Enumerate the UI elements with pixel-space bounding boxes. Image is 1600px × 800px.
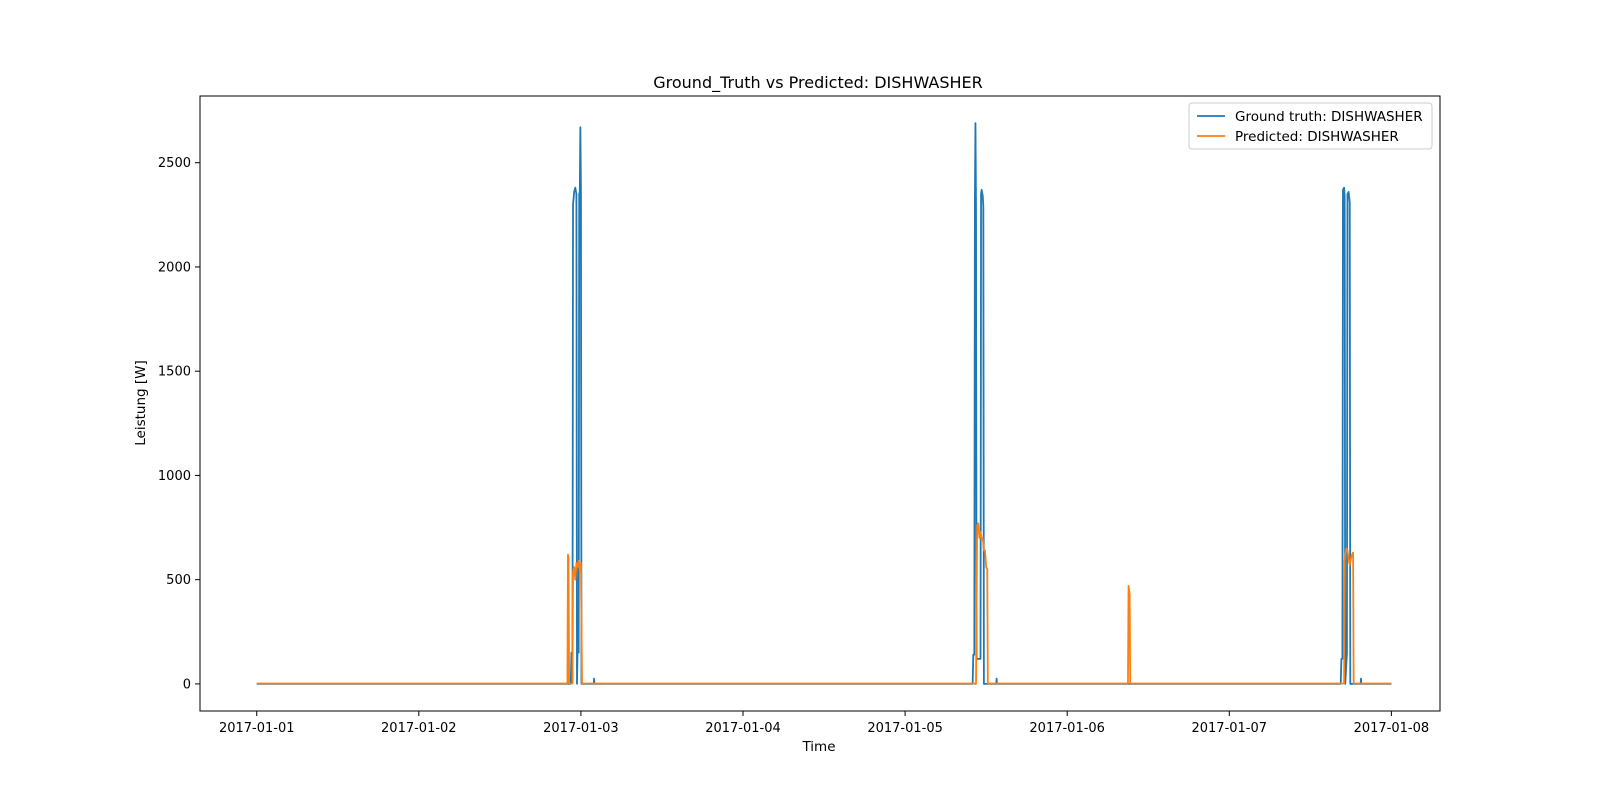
x-tick-label-4: 2017-01-05 (867, 721, 943, 736)
y-tick-label-3: 1500 (158, 365, 191, 380)
x-axis-label: Time (801, 739, 835, 755)
x-tick-label-1: 2017-01-02 (381, 721, 457, 736)
y-tick-label-1: 500 (166, 573, 191, 588)
x-tick-label-7: 2017-01-08 (1354, 721, 1430, 736)
series-line-ground-truth (256, 122, 1392, 685)
y-tick-label-2: 1000 (158, 469, 191, 484)
series-line-predicted (256, 522, 1392, 685)
y-tick-label-4: 2000 (158, 260, 191, 275)
legend-box (1188, 102, 1433, 150)
y-tick-label-5: 2500 (158, 156, 191, 171)
y-axis: 0 500 1000 1500 2000 2500 (158, 156, 200, 692)
y-axis-label: Leistung [W] (133, 360, 149, 446)
x-tick-label-6: 2017-01-07 (1191, 721, 1267, 736)
x-tick-label-0: 2017-01-01 (219, 721, 295, 736)
plot-area (256, 122, 1392, 685)
x-tick-label-5: 2017-01-06 (1029, 721, 1105, 736)
x-tick-label-2: 2017-01-03 (543, 721, 619, 736)
chart-title: Ground_Truth vs Predicted: DISHWASHER (653, 73, 983, 93)
x-axis: 2017-01-01 2017-01-02 2017-01-03 2017-01-04… (219, 711, 1429, 736)
y-tick-label-0: 0 (183, 677, 191, 692)
legend: Ground truth: DISHWASHER Predicted: DISHW… (1188, 102, 1433, 150)
legend-label-0: Ground truth: DISHWASHER (1235, 109, 1423, 125)
x-tick-label-3: 2017-01-04 (705, 721, 781, 736)
legend-label-1: Predicted: DISHWASHER (1235, 129, 1399, 145)
plot-frame (199, 95, 1441, 712)
